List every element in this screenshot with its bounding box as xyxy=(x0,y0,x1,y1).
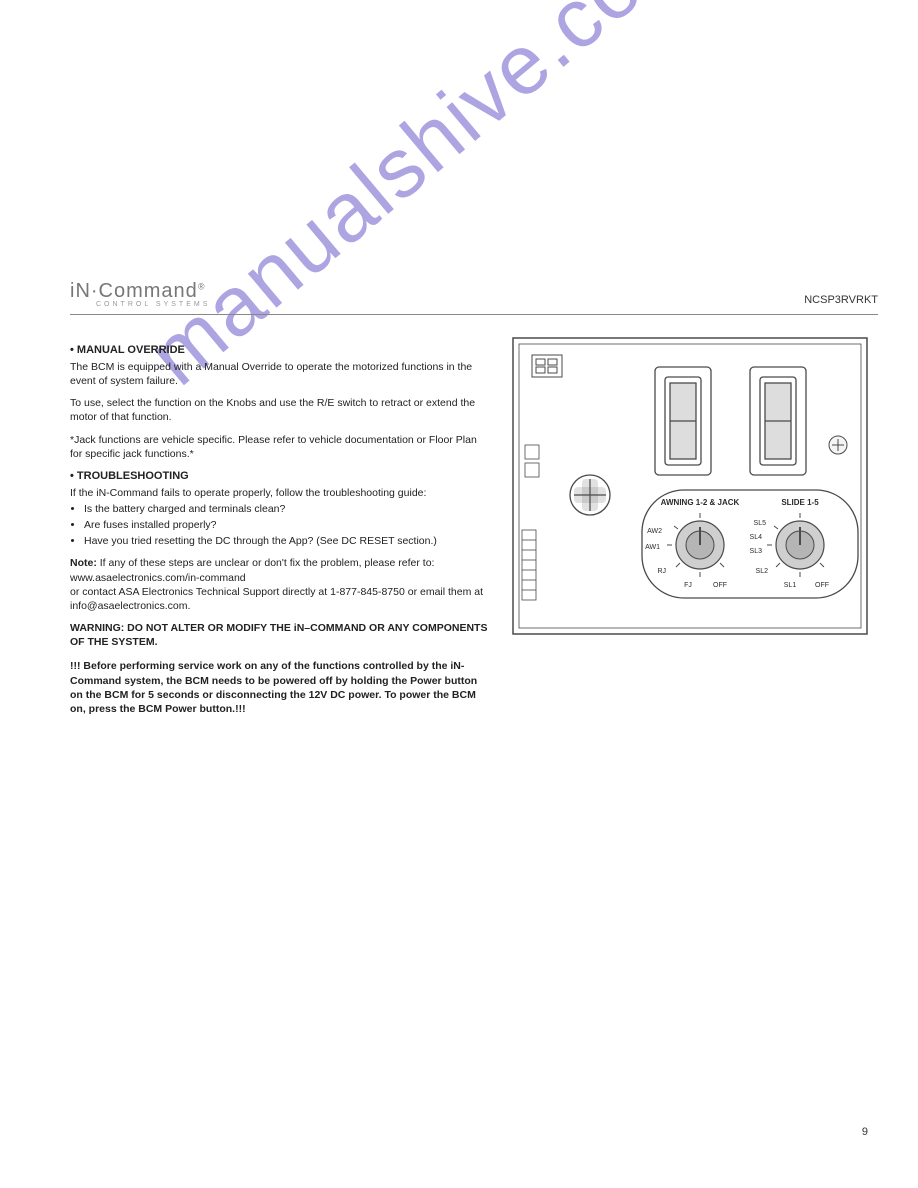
knob-left-title: AWNING 1-2 & JACK xyxy=(661,498,740,507)
svg-text:SL1: SL1 xyxy=(784,582,797,589)
note-label: Note: xyxy=(70,557,97,569)
troubleshoot-list: Is the battery charged and terminals cle… xyxy=(70,502,490,549)
svg-text:SL2: SL2 xyxy=(756,568,769,575)
svg-text:RJ: RJ xyxy=(657,568,666,575)
note-body: If any of these steps are unclear or don… xyxy=(100,557,435,569)
list-item: Have you tried resetting the DC through … xyxy=(84,534,490,548)
svg-text:SL5: SL5 xyxy=(754,520,767,527)
svg-text:AW2: AW2 xyxy=(647,528,662,535)
section-title-troubleshoot: • TROUBLESHOOTING xyxy=(70,469,490,484)
override-paragraph-2: To use, select the function on the Knobs… xyxy=(70,396,490,424)
svg-text:AW1: AW1 xyxy=(645,544,660,551)
brand-logo: iN·Command® CONTROL SYSTEMS xyxy=(70,280,210,308)
override-paragraph-1: The BCM is equipped with a Manual Overri… xyxy=(70,360,490,388)
svg-text:OFF: OFF xyxy=(815,582,829,589)
reg-mark: ® xyxy=(198,281,206,291)
svg-text:SL3: SL3 xyxy=(750,548,763,555)
support-contact: or contact ASA Electronics Technical Sup… xyxy=(70,585,490,613)
page-number: 9 xyxy=(862,1126,868,1138)
screw-icon xyxy=(829,436,847,454)
override-note: *Jack functions are vehicle specific. Pl… xyxy=(70,433,490,461)
brand-subtitle: CONTROL SYSTEMS xyxy=(96,301,210,308)
model-number: NCSP3RVRKT xyxy=(804,294,878,308)
page-content: iN·Command® CONTROL SYSTEMS NCSP3RVRKT •… xyxy=(70,280,878,716)
list-item: Are fuses installed properly? xyxy=(84,518,490,532)
header: iN·Command® CONTROL SYSTEMS NCSP3RVRKT xyxy=(70,280,878,315)
list-item: Is the battery charged and terminals cle… xyxy=(84,502,490,516)
warning-2: !!! Before performing service work on an… xyxy=(70,659,490,716)
svg-text:OFF: OFF xyxy=(713,582,727,589)
brand-name: iN·Command xyxy=(70,280,198,302)
knob-right-title: SLIDE 1-5 xyxy=(781,498,819,507)
troubleshoot-intro: If the iN-Command fails to operate prope… xyxy=(70,486,490,500)
warning-1: WARNING: DO NOT ALTER OR MODIFY THE iN–C… xyxy=(70,621,490,649)
text-column: • MANUAL OVERRIDE The BCM is equipped wi… xyxy=(70,335,490,716)
svg-text:FJ: FJ xyxy=(684,582,692,589)
override-diagram: AWNING 1-2 & JACK AW2 AW1 RJ FJ OFF xyxy=(510,335,870,650)
plus-icon xyxy=(570,475,610,515)
svg-text:SL4: SL4 xyxy=(750,534,763,541)
support-link: www.asaelectronics.com/in-command xyxy=(70,571,490,585)
section-title-override: • MANUAL OVERRIDE xyxy=(70,343,490,358)
